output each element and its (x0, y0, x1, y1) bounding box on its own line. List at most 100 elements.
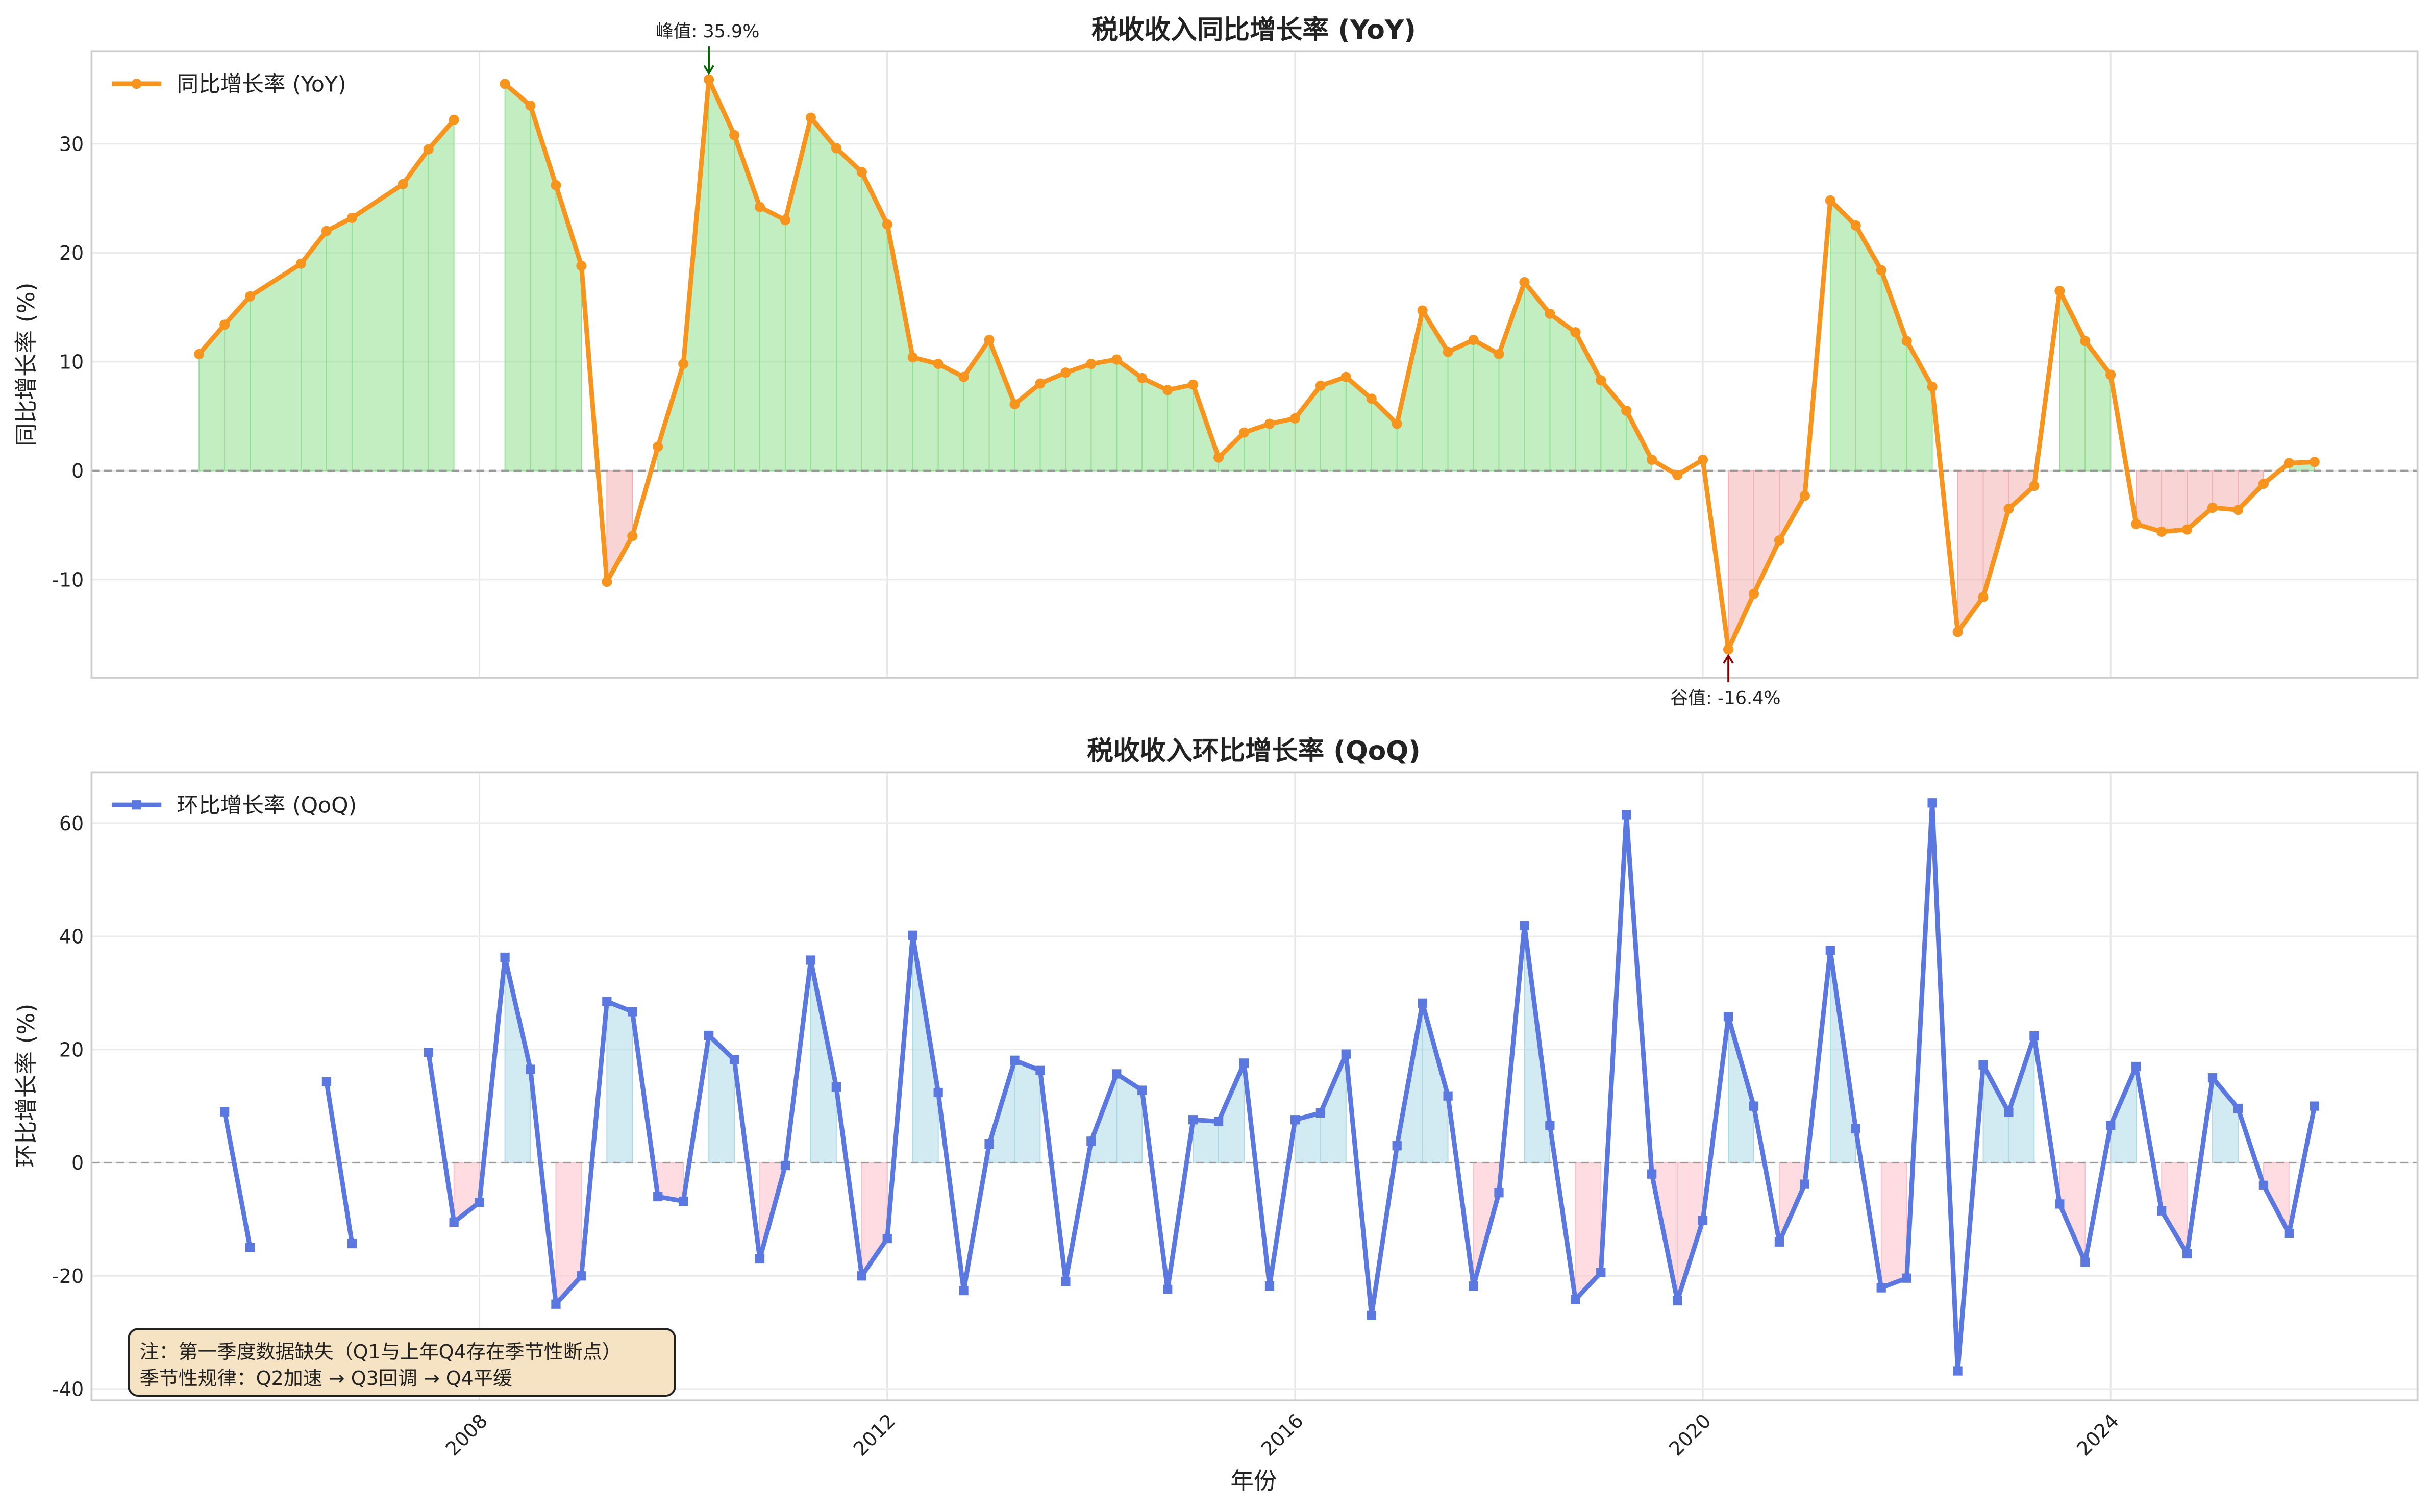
qoq-axes-frame (90, 771, 2419, 1402)
yoy-data-point (1672, 469, 1683, 480)
qoq-data-point (984, 1139, 994, 1149)
qoq-data-point (1469, 1281, 1478, 1291)
qoq-data-point (526, 1064, 535, 1074)
x-tick-label: 2024 (2072, 1409, 2123, 1460)
yoy-data-point (1009, 399, 1020, 410)
yoy-area-fill (734, 135, 760, 472)
yoy-data-point (449, 114, 459, 125)
qoq-data-point (220, 1107, 230, 1117)
yoy-data-point (245, 291, 256, 302)
note-line-1: 注：第一季度数据缺失（Q1与上年Q4存在季节性断点） (140, 1341, 622, 1363)
qoq-data-point (1112, 1069, 1122, 1079)
qoq-data-point (1086, 1136, 1096, 1146)
yoy-data-point (2131, 518, 2142, 529)
qoq-data-point (1647, 1169, 1657, 1179)
qoq-data-point (1494, 1188, 1504, 1198)
yoy-y-tick-label: 30 (59, 133, 84, 155)
yoy-data-point (1417, 305, 1428, 316)
qoq-series-line (222, 1111, 253, 1248)
yoy-data-point (525, 101, 536, 111)
qoq-data-point (500, 952, 510, 962)
yoy-area-fill (1065, 363, 1092, 472)
qoq-area-fill (1014, 1059, 1041, 1163)
yoy-area-fill (759, 206, 786, 472)
qoq-data-point (245, 1243, 255, 1252)
qoq-data-point (1596, 1268, 1606, 1277)
qoq-data-point (933, 1087, 943, 1098)
yoy-data-point (907, 352, 918, 363)
note-box-bg (128, 1328, 676, 1397)
yoy-data-point (2029, 481, 2040, 491)
yoy-data-point (958, 371, 969, 382)
qoq-data-point (806, 955, 816, 965)
qoq-y-tick-label: 0 (71, 1152, 84, 1174)
yoy-data-point (1723, 644, 1734, 655)
qoq-legend-marker (132, 800, 141, 810)
qoq-data-point (1367, 1310, 1376, 1320)
yoy-data-point (576, 260, 587, 271)
yoy-area-fill (504, 83, 531, 472)
yoy-data-point (295, 258, 307, 269)
qoq-data-point (551, 1299, 561, 1309)
qoq-data-point (2029, 1031, 2039, 1041)
qoq-data-point (1163, 1284, 1173, 1294)
yoy-chart-title: 税收收入同比增长率 (YoY) (1091, 15, 1416, 45)
yoy-data-point (398, 179, 408, 189)
yoy-data-point (831, 143, 841, 154)
qoq-data-point (1137, 1085, 1147, 1095)
qoq-data-point (1978, 1060, 1988, 1070)
yoy-data-point (1443, 346, 1453, 357)
peak-arrow-head (703, 65, 714, 76)
yoy-data-point (1850, 220, 1861, 231)
yoy-area-fill (1345, 376, 1372, 472)
yoy-data-point (1570, 327, 1581, 338)
yoy-data-point (1519, 277, 1530, 287)
qoq-data-point (1953, 1366, 1963, 1376)
yoy-data-point (1366, 393, 1377, 404)
qoq-data-point (1213, 1117, 1224, 1126)
yoy-area-fill (1549, 313, 1576, 472)
yoy-data-point (1086, 359, 1097, 369)
yoy-data-point (1264, 418, 1275, 429)
yoy-data-point (500, 79, 510, 89)
qoq-data-point (2207, 1073, 2218, 1083)
yoy-axes-frame (90, 50, 2419, 679)
qoq-data-point (347, 1238, 357, 1249)
yoy-area-fill (2161, 470, 2188, 532)
qoq-data-point (1418, 998, 1427, 1008)
qoq-data-point (1239, 1058, 1249, 1068)
qoq-data-point (1774, 1237, 1784, 1247)
yoy-data-point (194, 349, 205, 359)
qoq-data-point (577, 1271, 586, 1281)
yoy-data-point (551, 180, 561, 190)
qoq-series-line (324, 1081, 355, 1244)
yoy-area-fill (1090, 359, 1118, 472)
x-tick-label: 2016 (1257, 1409, 1308, 1460)
qoq-data-point (1545, 1121, 1555, 1130)
yoy-area-fill (1498, 282, 1525, 472)
qoq-data-point (1392, 1141, 1402, 1151)
qoq-area-fill (1193, 1119, 1219, 1163)
qoq-data-point (1698, 1216, 1708, 1225)
yoy-data-point (2003, 504, 2014, 514)
qoq-data-point (1188, 1115, 1198, 1125)
qoq-data-point (1443, 1091, 1453, 1101)
trough-arrow-head (1723, 654, 1734, 664)
yoy-data-point (321, 226, 332, 236)
qoq-data-point (857, 1271, 866, 1281)
yoy-data-point (2105, 369, 2116, 380)
yoy-data-point (1647, 454, 1657, 465)
yoy-data-point (627, 531, 638, 541)
qoq-area-fill (1880, 1162, 1907, 1288)
yoy-data-point (1392, 418, 1402, 429)
yoy-area-fill (1829, 199, 1856, 472)
peak-annotation: 峰值: 35.9% (656, 21, 760, 42)
qoq-data-point (2080, 1257, 2090, 1267)
x-tick-label: 2020 (1665, 1409, 1716, 1460)
qoq-data-point (908, 930, 917, 940)
x-axis-label: 年份 (1230, 1467, 1277, 1494)
qoq-data-point (321, 1077, 332, 1087)
yoy-area-fill (1447, 339, 1474, 472)
qoq-data-point (2106, 1121, 2116, 1130)
yoy-data-point (1035, 378, 1046, 389)
